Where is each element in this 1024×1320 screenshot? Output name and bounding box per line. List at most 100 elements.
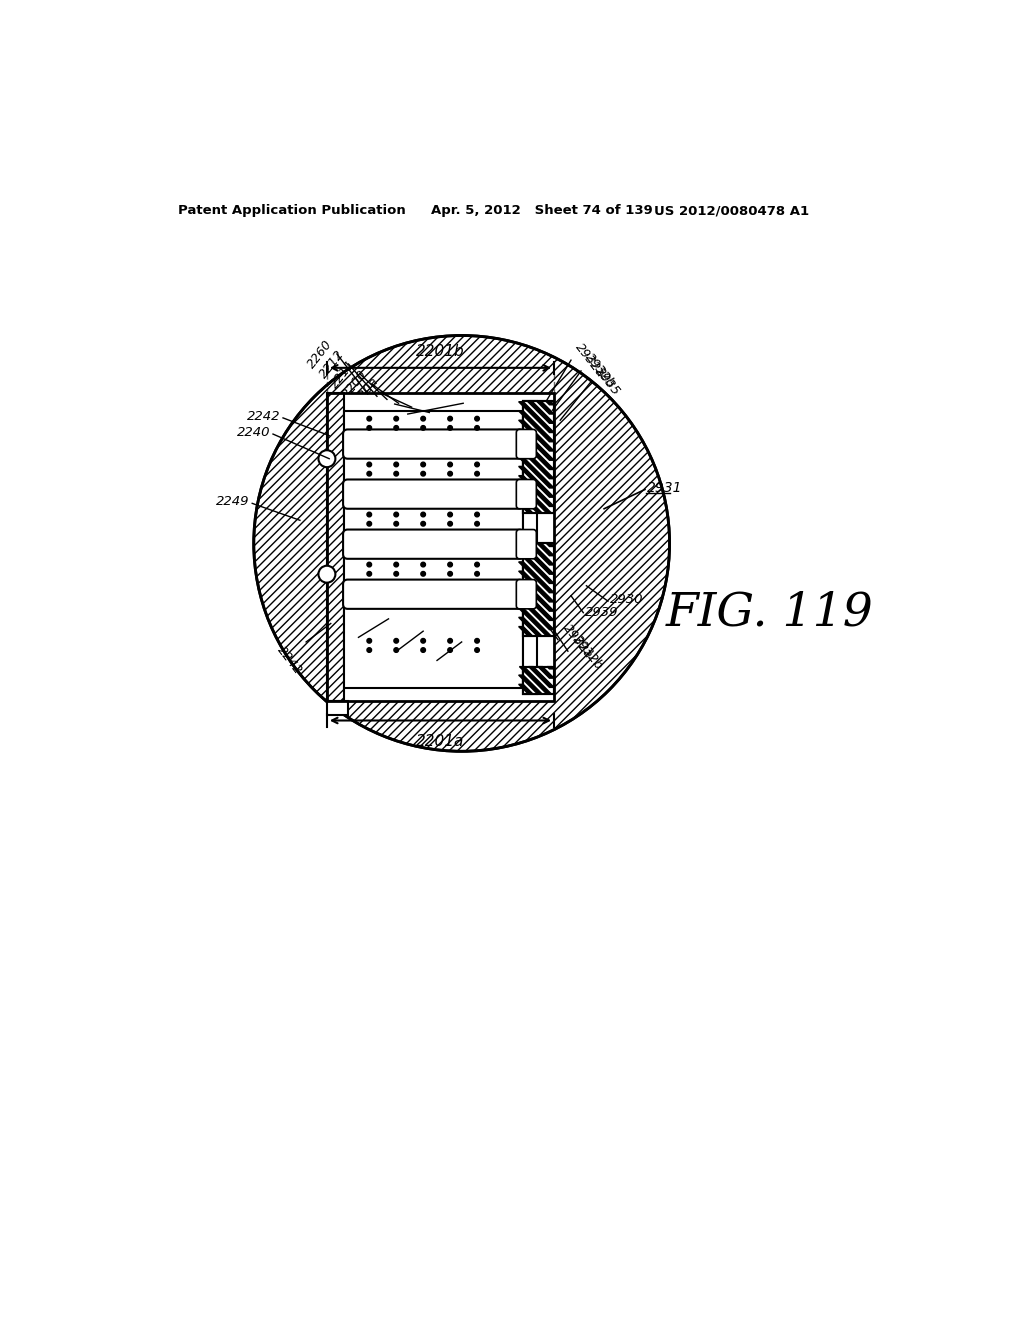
Text: 2260: 2260 xyxy=(305,338,336,371)
Circle shape xyxy=(447,462,453,467)
Polygon shape xyxy=(518,401,554,433)
Circle shape xyxy=(367,471,372,477)
Polygon shape xyxy=(528,667,554,688)
Polygon shape xyxy=(518,457,554,488)
Text: 2932b: 2932b xyxy=(583,351,617,391)
Circle shape xyxy=(394,521,398,527)
Text: 2242: 2242 xyxy=(247,409,281,422)
Polygon shape xyxy=(518,675,542,693)
Circle shape xyxy=(421,521,425,527)
Circle shape xyxy=(421,471,425,477)
Bar xyxy=(523,667,554,693)
Text: 2939: 2939 xyxy=(585,606,618,619)
Polygon shape xyxy=(518,599,554,630)
Circle shape xyxy=(475,462,479,467)
Polygon shape xyxy=(518,503,532,512)
Text: Patent Application Publication: Patent Application Publication xyxy=(178,205,407,218)
Bar xyxy=(523,401,554,512)
Text: 2220b: 2220b xyxy=(372,395,407,434)
Circle shape xyxy=(475,562,479,566)
Circle shape xyxy=(447,572,453,576)
FancyBboxPatch shape xyxy=(343,529,524,558)
Bar xyxy=(327,393,554,701)
Circle shape xyxy=(367,512,372,517)
Polygon shape xyxy=(518,438,554,470)
Circle shape xyxy=(447,425,453,430)
Text: 2249: 2249 xyxy=(216,495,250,508)
Polygon shape xyxy=(518,553,554,583)
Circle shape xyxy=(394,416,398,421)
Polygon shape xyxy=(518,562,554,593)
Text: 2240: 2240 xyxy=(238,426,270,440)
Text: 2935: 2935 xyxy=(593,366,623,399)
Circle shape xyxy=(475,425,479,430)
Circle shape xyxy=(421,512,425,517)
Polygon shape xyxy=(518,420,554,451)
Text: US 2012/0080478 A1: US 2012/0080478 A1 xyxy=(654,205,809,218)
Bar xyxy=(523,401,538,693)
Circle shape xyxy=(254,335,670,751)
Circle shape xyxy=(394,512,398,517)
Text: 2932a: 2932a xyxy=(572,341,607,380)
Polygon shape xyxy=(518,411,554,442)
Polygon shape xyxy=(518,484,551,512)
Bar xyxy=(327,393,554,701)
Polygon shape xyxy=(518,684,532,693)
Circle shape xyxy=(367,416,372,421)
Text: 2931: 2931 xyxy=(646,480,682,495)
Circle shape xyxy=(475,416,479,421)
Circle shape xyxy=(421,572,425,576)
Circle shape xyxy=(394,648,398,652)
Circle shape xyxy=(318,566,336,582)
Text: 2220a: 2220a xyxy=(347,375,382,413)
Circle shape xyxy=(367,562,372,566)
Circle shape xyxy=(475,471,479,477)
Polygon shape xyxy=(518,544,554,574)
Circle shape xyxy=(394,425,398,430)
Polygon shape xyxy=(518,590,554,620)
Circle shape xyxy=(447,562,453,566)
Polygon shape xyxy=(519,667,551,693)
Bar xyxy=(523,544,554,636)
Polygon shape xyxy=(538,667,554,678)
Text: 2242: 2242 xyxy=(274,644,304,677)
Polygon shape xyxy=(537,401,554,414)
Text: 2203: 2203 xyxy=(364,388,393,421)
Circle shape xyxy=(447,648,453,652)
Circle shape xyxy=(394,572,398,576)
Circle shape xyxy=(421,562,425,566)
FancyBboxPatch shape xyxy=(516,429,537,459)
Bar xyxy=(327,393,344,701)
Bar xyxy=(523,401,554,512)
Text: 2932a: 2932a xyxy=(560,622,595,661)
Text: 2220b: 2220b xyxy=(400,663,435,701)
Polygon shape xyxy=(538,544,554,556)
Circle shape xyxy=(367,648,372,652)
Polygon shape xyxy=(518,609,551,636)
Text: 2201b: 2201b xyxy=(416,343,465,359)
Bar xyxy=(344,411,523,688)
Circle shape xyxy=(447,416,453,421)
Text: 2932b: 2932b xyxy=(570,634,605,672)
Text: 2220a: 2220a xyxy=(362,651,397,690)
Circle shape xyxy=(318,450,336,467)
Bar xyxy=(523,667,554,693)
FancyBboxPatch shape xyxy=(343,479,524,508)
Circle shape xyxy=(367,521,372,527)
Circle shape xyxy=(421,416,425,421)
Polygon shape xyxy=(518,429,554,461)
Circle shape xyxy=(367,425,372,430)
Text: 2211: 2211 xyxy=(327,639,357,672)
Text: Apr. 5, 2012   Sheet 74 of 139: Apr. 5, 2012 Sheet 74 of 139 xyxy=(431,205,652,218)
Circle shape xyxy=(447,521,453,527)
Polygon shape xyxy=(518,447,554,479)
FancyBboxPatch shape xyxy=(516,479,537,508)
Circle shape xyxy=(367,639,372,643)
FancyBboxPatch shape xyxy=(516,579,537,609)
Polygon shape xyxy=(518,627,532,636)
Circle shape xyxy=(394,462,398,467)
Polygon shape xyxy=(527,401,554,424)
Polygon shape xyxy=(518,572,554,602)
Polygon shape xyxy=(518,466,554,498)
Circle shape xyxy=(475,521,479,527)
